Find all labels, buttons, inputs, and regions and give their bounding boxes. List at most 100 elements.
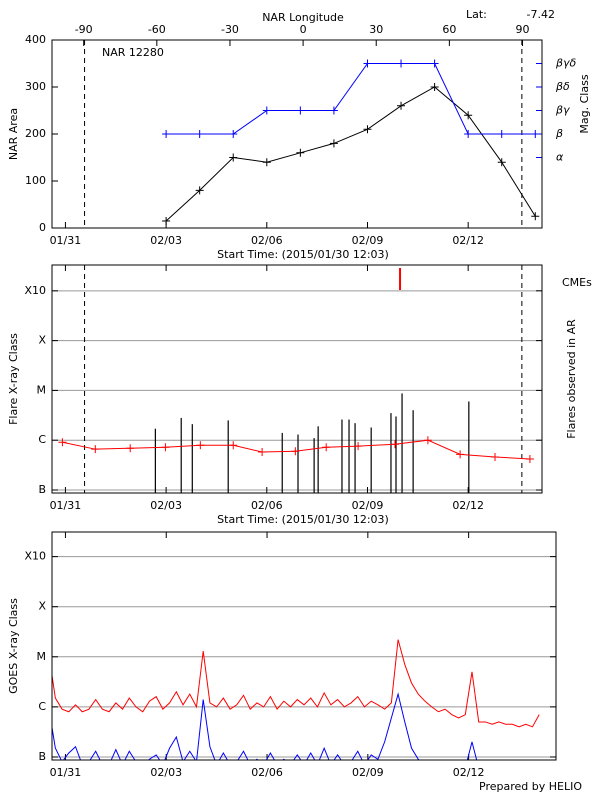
y-tick-label: X10 [24, 550, 46, 563]
series-line [52, 639, 540, 728]
y2-axis-title: Mag. Class [578, 74, 591, 133]
footer: Prepared by HELIO [479, 780, 582, 793]
x-tick-label: 02/09 [352, 766, 384, 779]
point-marker [397, 59, 406, 68]
y-tick-label: B [38, 483, 46, 496]
x-tick-label: 01/31 [50, 234, 82, 247]
x-tick-label: 02/03 [150, 766, 182, 779]
point-marker [262, 158, 271, 167]
point-marker [491, 452, 500, 461]
y-tick-label: 200 [25, 127, 46, 140]
point-marker [195, 186, 204, 195]
point-marker [229, 130, 238, 138]
x2-tick-label: 90 [515, 23, 529, 36]
x2-tick-label: 30 [369, 23, 383, 36]
y-axis-title: Flare X-ray Class [7, 333, 20, 425]
x-tick-label: 02/06 [251, 499, 283, 512]
point-marker [430, 83, 439, 91]
x-tick-label: 01/31 [50, 766, 82, 779]
y-tick-label: X [38, 600, 46, 613]
y-tick-label: M [37, 383, 47, 396]
cme-label: CMEs [562, 276, 592, 289]
plot-frame [51, 264, 543, 494]
point-marker [291, 447, 300, 456]
right-axis-title: Flares observed in AR [565, 319, 578, 439]
y2-tick-label: β [555, 127, 563, 140]
x2-tick-label: 60 [442, 23, 456, 36]
x-tick-label: 02/03 [150, 499, 182, 512]
point-marker [195, 130, 204, 138]
x2-axis-title: NAR Longitude [262, 11, 344, 24]
point-marker [196, 441, 205, 450]
x-tick-label: 02/03 [150, 234, 182, 247]
point-marker [229, 441, 238, 450]
point-marker [397, 101, 406, 110]
x2-tick-label: -60 [148, 23, 166, 36]
y-tick-label: C [38, 433, 46, 446]
point-marker [423, 436, 432, 445]
point-marker [354, 442, 363, 451]
x-tick-label: 01/31 [50, 499, 82, 512]
point-marker [464, 111, 473, 120]
plot-frame [51, 531, 557, 761]
point-marker [296, 148, 305, 157]
y-tick-label: 0 [39, 221, 46, 234]
point-marker [329, 106, 338, 115]
point-marker [91, 445, 100, 454]
y-tick-label: M [37, 650, 47, 663]
point-marker [531, 212, 540, 221]
point-marker [525, 454, 534, 463]
point-marker [262, 106, 271, 115]
point-marker [497, 130, 506, 138]
x-axis-title: Start Time: (2015/01/30 12:03) [217, 248, 389, 261]
y-tick-label: 400 [25, 33, 46, 46]
x-tick-label: 02/12 [452, 234, 484, 247]
point-marker [464, 130, 473, 138]
y2-tick-label: βγ [555, 104, 570, 117]
y-axis-title: GOES X-ray Class [7, 598, 20, 694]
x-tick-label: 02/06 [251, 234, 283, 247]
plot-frame [51, 39, 543, 229]
lat-value: -7.42 [527, 8, 555, 21]
point-marker [322, 443, 331, 452]
point-marker [229, 153, 238, 162]
point-marker [161, 443, 170, 452]
lat-label: Lat: [466, 8, 487, 21]
point-marker [58, 438, 67, 447]
x-tick-label: 02/12 [452, 499, 484, 512]
point-marker [162, 130, 171, 138]
y-tick-label: 100 [25, 174, 46, 187]
point-marker [531, 130, 540, 138]
x2-tick-label: -30 [221, 23, 239, 36]
y-tick-label: X10 [24, 284, 46, 297]
x2-tick-label: -90 [75, 23, 93, 36]
point-marker [162, 216, 171, 225]
point-marker [329, 139, 338, 148]
point-marker [258, 447, 267, 456]
y-tick-label: 300 [25, 80, 46, 93]
x-tick-label: 02/09 [352, 499, 384, 512]
series-line [165, 86, 536, 222]
x2-tick-label: 0 [300, 23, 307, 36]
x-tick-label: 02/09 [352, 234, 384, 247]
point-marker [391, 440, 399, 449]
y2-tick-label: βγδ [555, 57, 577, 70]
panel-title: NAR 12280 [102, 46, 164, 59]
point-marker [126, 444, 135, 453]
point-marker [497, 158, 506, 167]
y-tick-label: C [38, 700, 46, 713]
point-marker [430, 59, 439, 68]
y-axis-title: NAR Area [7, 108, 20, 160]
series-line [166, 63, 536, 135]
point-marker [363, 59, 372, 68]
point-marker [363, 125, 372, 134]
x-tick-label: 02/06 [251, 766, 283, 779]
y-tick-label: X [38, 334, 46, 347]
y2-tick-label: βδ [555, 80, 570, 93]
y-tick-label: B [38, 750, 46, 763]
y2-tick-label: α [556, 151, 564, 164]
point-marker [296, 106, 305, 115]
point-marker [456, 450, 465, 459]
x-tick-label: 02/12 [453, 766, 485, 779]
